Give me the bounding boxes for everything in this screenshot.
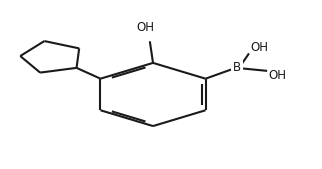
Text: OH: OH — [251, 41, 269, 54]
Text: OH: OH — [136, 21, 154, 34]
Text: OH: OH — [269, 69, 287, 82]
Text: B: B — [233, 61, 241, 74]
